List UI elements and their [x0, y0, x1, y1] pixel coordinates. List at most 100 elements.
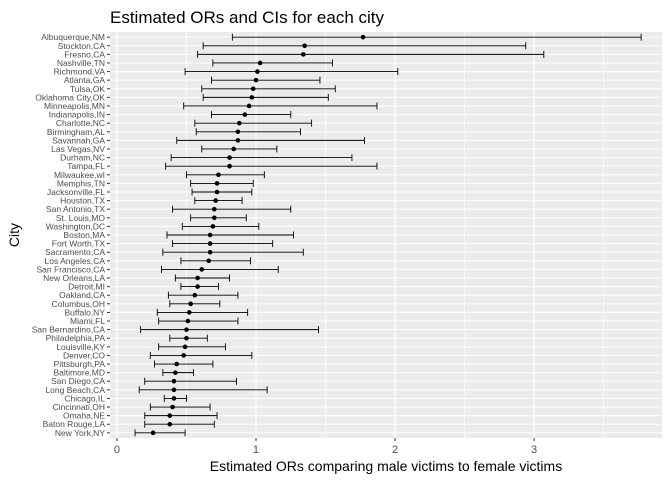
or-point — [182, 344, 188, 350]
city-label: Minneapolis,MN — [44, 101, 105, 111]
or-point — [360, 34, 366, 40]
city-estimate — [190, 179, 254, 187]
city-label: Savannah,GA — [52, 135, 105, 145]
city-estimate — [169, 334, 208, 342]
or-point — [195, 275, 200, 281]
or-point — [167, 413, 173, 418]
city-label: Milwaukee,wI — [54, 170, 105, 180]
or-point — [181, 353, 186, 358]
city-label: Las Vegas,NV — [51, 144, 105, 154]
or-point — [255, 69, 260, 74]
city-label: Baltimore,MD — [54, 368, 105, 378]
y-axis-title: City — [6, 223, 22, 247]
or-point — [213, 198, 218, 203]
x-axis-title: Estimated ORs comparing male victims to … — [210, 458, 562, 474]
city-label: Albuquerque,NM — [41, 32, 105, 42]
city-label: New Orleans,LA — [43, 273, 105, 283]
city-estimate — [181, 222, 260, 230]
city-label: New York,NY — [55, 428, 105, 438]
city-label: Tulsa,OK — [70, 84, 105, 94]
or-point — [171, 396, 177, 401]
city-estimate — [163, 394, 187, 402]
or-point — [184, 335, 189, 341]
city-label: Tampa,FL — [67, 161, 105, 171]
or-point — [216, 172, 221, 178]
or-point — [150, 430, 156, 436]
or-point — [231, 146, 237, 152]
city-estimate — [174, 274, 231, 282]
or-point — [199, 267, 205, 272]
city-estimate — [211, 111, 292, 119]
city-label: Long Beach,CA — [45, 385, 105, 395]
city-estimate — [158, 343, 226, 351]
city-estimate — [231, 33, 642, 41]
city-label: Memphis,TN — [57, 178, 105, 188]
city-label: St. Louis,MO — [56, 213, 106, 223]
city-estimate — [167, 291, 239, 299]
or-point — [235, 138, 241, 143]
city-label: Atlanta,GA — [64, 75, 105, 85]
city-estimate — [138, 386, 268, 394]
city-estimate — [170, 154, 353, 162]
city-estimate — [156, 308, 249, 316]
city-label: Fresno,CA — [64, 49, 105, 59]
city-estimate — [149, 351, 253, 359]
city-label: Houston,TX — [60, 196, 105, 206]
city-estimate — [149, 403, 211, 411]
or-point — [253, 77, 259, 83]
city-label: Birmingham,AL — [47, 127, 105, 137]
or-point — [171, 378, 177, 384]
city-estimate — [172, 205, 292, 213]
or-point — [211, 215, 217, 221]
city-estimate — [165, 162, 378, 170]
city-estimate — [144, 377, 237, 385]
city-label: Jacksonville,FL — [47, 187, 105, 197]
city-estimate — [186, 171, 265, 179]
city-label: Baton Rouge,LA — [43, 419, 106, 429]
city-estimate — [169, 300, 221, 308]
city-estimate — [172, 240, 274, 248]
or-point — [170, 404, 175, 410]
city-estimate — [211, 76, 321, 84]
city-label: Los Angeles,CA — [45, 256, 106, 266]
city-estimate — [176, 136, 365, 144]
city-label: Philadelphia,PA — [46, 333, 106, 343]
or-point — [250, 86, 256, 92]
city-estimate — [140, 326, 320, 334]
city-label: Oakland,CA — [59, 290, 105, 300]
or-point — [195, 284, 200, 289]
or-point — [207, 249, 213, 255]
city-estimate — [154, 360, 214, 368]
city-label: Columbus,OH — [52, 299, 105, 309]
city-estimate — [190, 214, 247, 222]
or-point — [210, 224, 216, 229]
or-point — [207, 232, 213, 238]
city-label: Boston,MA — [63, 230, 105, 240]
city-estimate — [134, 429, 186, 437]
city-estimate — [162, 248, 304, 256]
city-label: Miami,FL — [70, 316, 105, 326]
city-estimate — [195, 128, 301, 136]
or-point — [237, 120, 242, 126]
x-axis-ticks: 0 1 2 3 — [114, 438, 537, 456]
city-label: Omaha,NE — [63, 411, 105, 421]
city-label: Detroit,MI — [68, 282, 105, 292]
or-point — [188, 301, 193, 307]
city-label: Chicago,IL — [64, 393, 105, 403]
x-tick-label: 3 — [531, 444, 537, 456]
city-label: San Antonio,TX — [46, 204, 105, 214]
or-point — [249, 95, 255, 100]
or-point — [173, 370, 178, 375]
or-point — [242, 112, 248, 117]
city-label: Sacramento,CA — [45, 247, 105, 257]
or-point — [167, 421, 173, 427]
or-point — [207, 241, 213, 246]
city-estimate — [144, 412, 218, 420]
chart-title: Estimated ORs and CIs for each city — [110, 8, 384, 27]
or-point — [257, 60, 263, 66]
or-point — [185, 318, 191, 324]
city-label: Nashville,TN — [57, 58, 105, 68]
city-estimate — [191, 188, 253, 196]
city-label: Richmond,VA — [54, 67, 106, 77]
